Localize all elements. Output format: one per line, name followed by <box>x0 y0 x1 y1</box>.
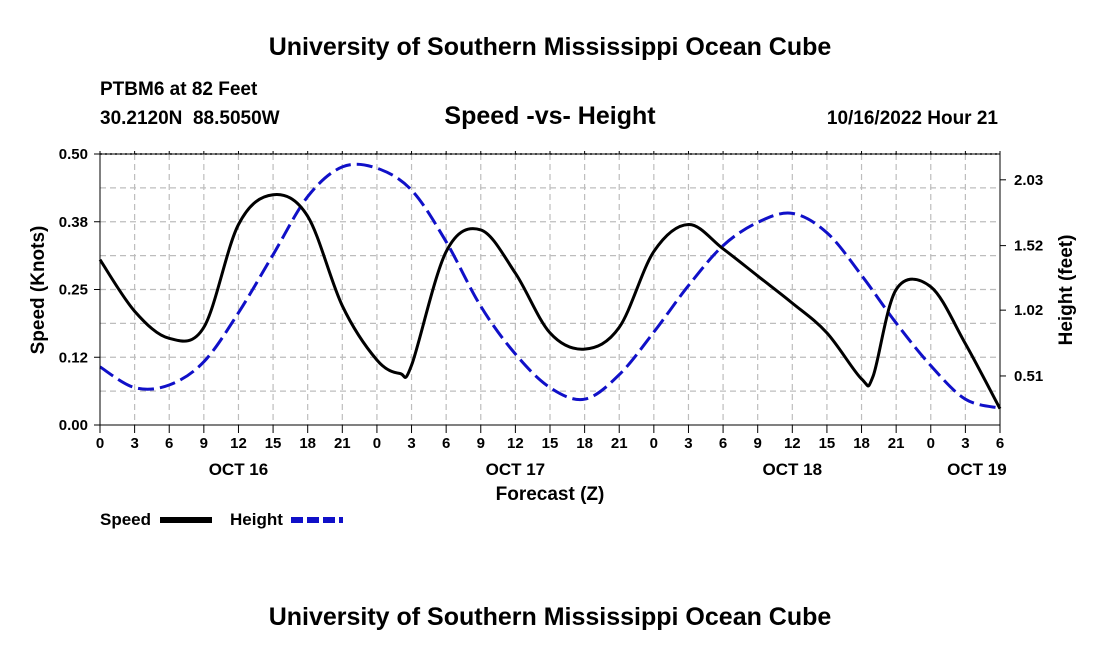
x-tick-label: 9 <box>477 435 485 452</box>
y-right-tick-label: 0.51 <box>1014 368 1043 385</box>
y-right-tick-label: 2.03 <box>1014 172 1043 189</box>
x-tick-label: 6 <box>442 435 450 452</box>
legend: Speed Height <box>100 510 343 529</box>
x-tick-label: 9 <box>200 435 208 452</box>
legend-height-label: Height <box>230 510 283 529</box>
x-tick-label: 18 <box>853 435 870 452</box>
x-tick-label: 12 <box>230 435 247 452</box>
date-hour-label: 10/16/2022 Hour 21 <box>827 108 999 129</box>
x-tick-label: 0 <box>650 435 658 452</box>
bottom-title: University of Southern Mississippi Ocean… <box>269 603 832 631</box>
x-tick-label: 21 <box>611 435 628 452</box>
chart-title: Speed -vs- Height <box>444 102 656 130</box>
legend-speed-label: Speed <box>100 510 151 529</box>
x-tick-label: 3 <box>684 435 692 452</box>
x-tick-label: 0 <box>96 435 104 452</box>
y-left-tick-label: 0.00 <box>59 417 88 434</box>
y-left-tick-label: 0.12 <box>59 349 88 366</box>
x-tick-label: 6 <box>719 435 727 452</box>
y-axis-right-label: Height (feet) <box>1056 235 1077 346</box>
coordinates-label: 30.2120N 88.5050W <box>100 108 280 129</box>
x-tick-label: 15 <box>819 435 836 452</box>
x-tick-label: 6 <box>165 435 173 452</box>
station-label: PTBM6 at 82 Feet <box>100 79 258 100</box>
x-tick-label: 21 <box>334 435 351 452</box>
y-right-tick-label: 1.02 <box>1014 302 1043 319</box>
axis-ticks: 0 3 6 9 12 15 18 21 0 3 6 9 12 15 18 21 0 3 6 9 12 15 18 21 0 3 6 O… <box>59 146 1043 479</box>
x-tick-label: 3 <box>961 435 969 452</box>
grid-lines <box>100 154 1000 425</box>
x-tick-label: 12 <box>784 435 801 452</box>
y-left-tick-label: 0.25 <box>59 282 88 299</box>
x-tick-label: 3 <box>130 435 138 452</box>
speed-series-line <box>98 192 1002 410</box>
x-tick-label: 18 <box>299 435 316 452</box>
date-label: OCT 16 <box>209 460 269 479</box>
x-tick-label: 12 <box>507 435 524 452</box>
x-axis-label: Forecast (Z) <box>496 484 605 505</box>
top-title: University of Southern Mississippi Ocean… <box>269 33 832 61</box>
y-axis-left-label: Speed (Knots) <box>28 226 49 355</box>
y-left-tick-label: 0.38 <box>59 214 88 231</box>
x-tick-label: 3 <box>407 435 415 452</box>
date-label: OCT 19 <box>947 460 1007 479</box>
x-tick-label: 15 <box>542 435 559 452</box>
height-series-line <box>99 162 1001 410</box>
series-layer <box>98 162 1002 410</box>
x-tick-label: 0 <box>927 435 935 452</box>
date-label: OCT 18 <box>763 460 823 479</box>
y-left-tick-label: 0.50 <box>59 146 88 163</box>
x-tick-label: 6 <box>996 435 1004 452</box>
x-tick-label: 18 <box>576 435 593 452</box>
y-right-tick-label: 1.52 <box>1014 238 1043 255</box>
x-tick-label: 15 <box>265 435 282 452</box>
x-tick-label: 9 <box>754 435 762 452</box>
date-label: OCT 17 <box>486 460 546 479</box>
x-tick-label: 21 <box>888 435 905 452</box>
x-tick-label: 0 <box>373 435 381 452</box>
